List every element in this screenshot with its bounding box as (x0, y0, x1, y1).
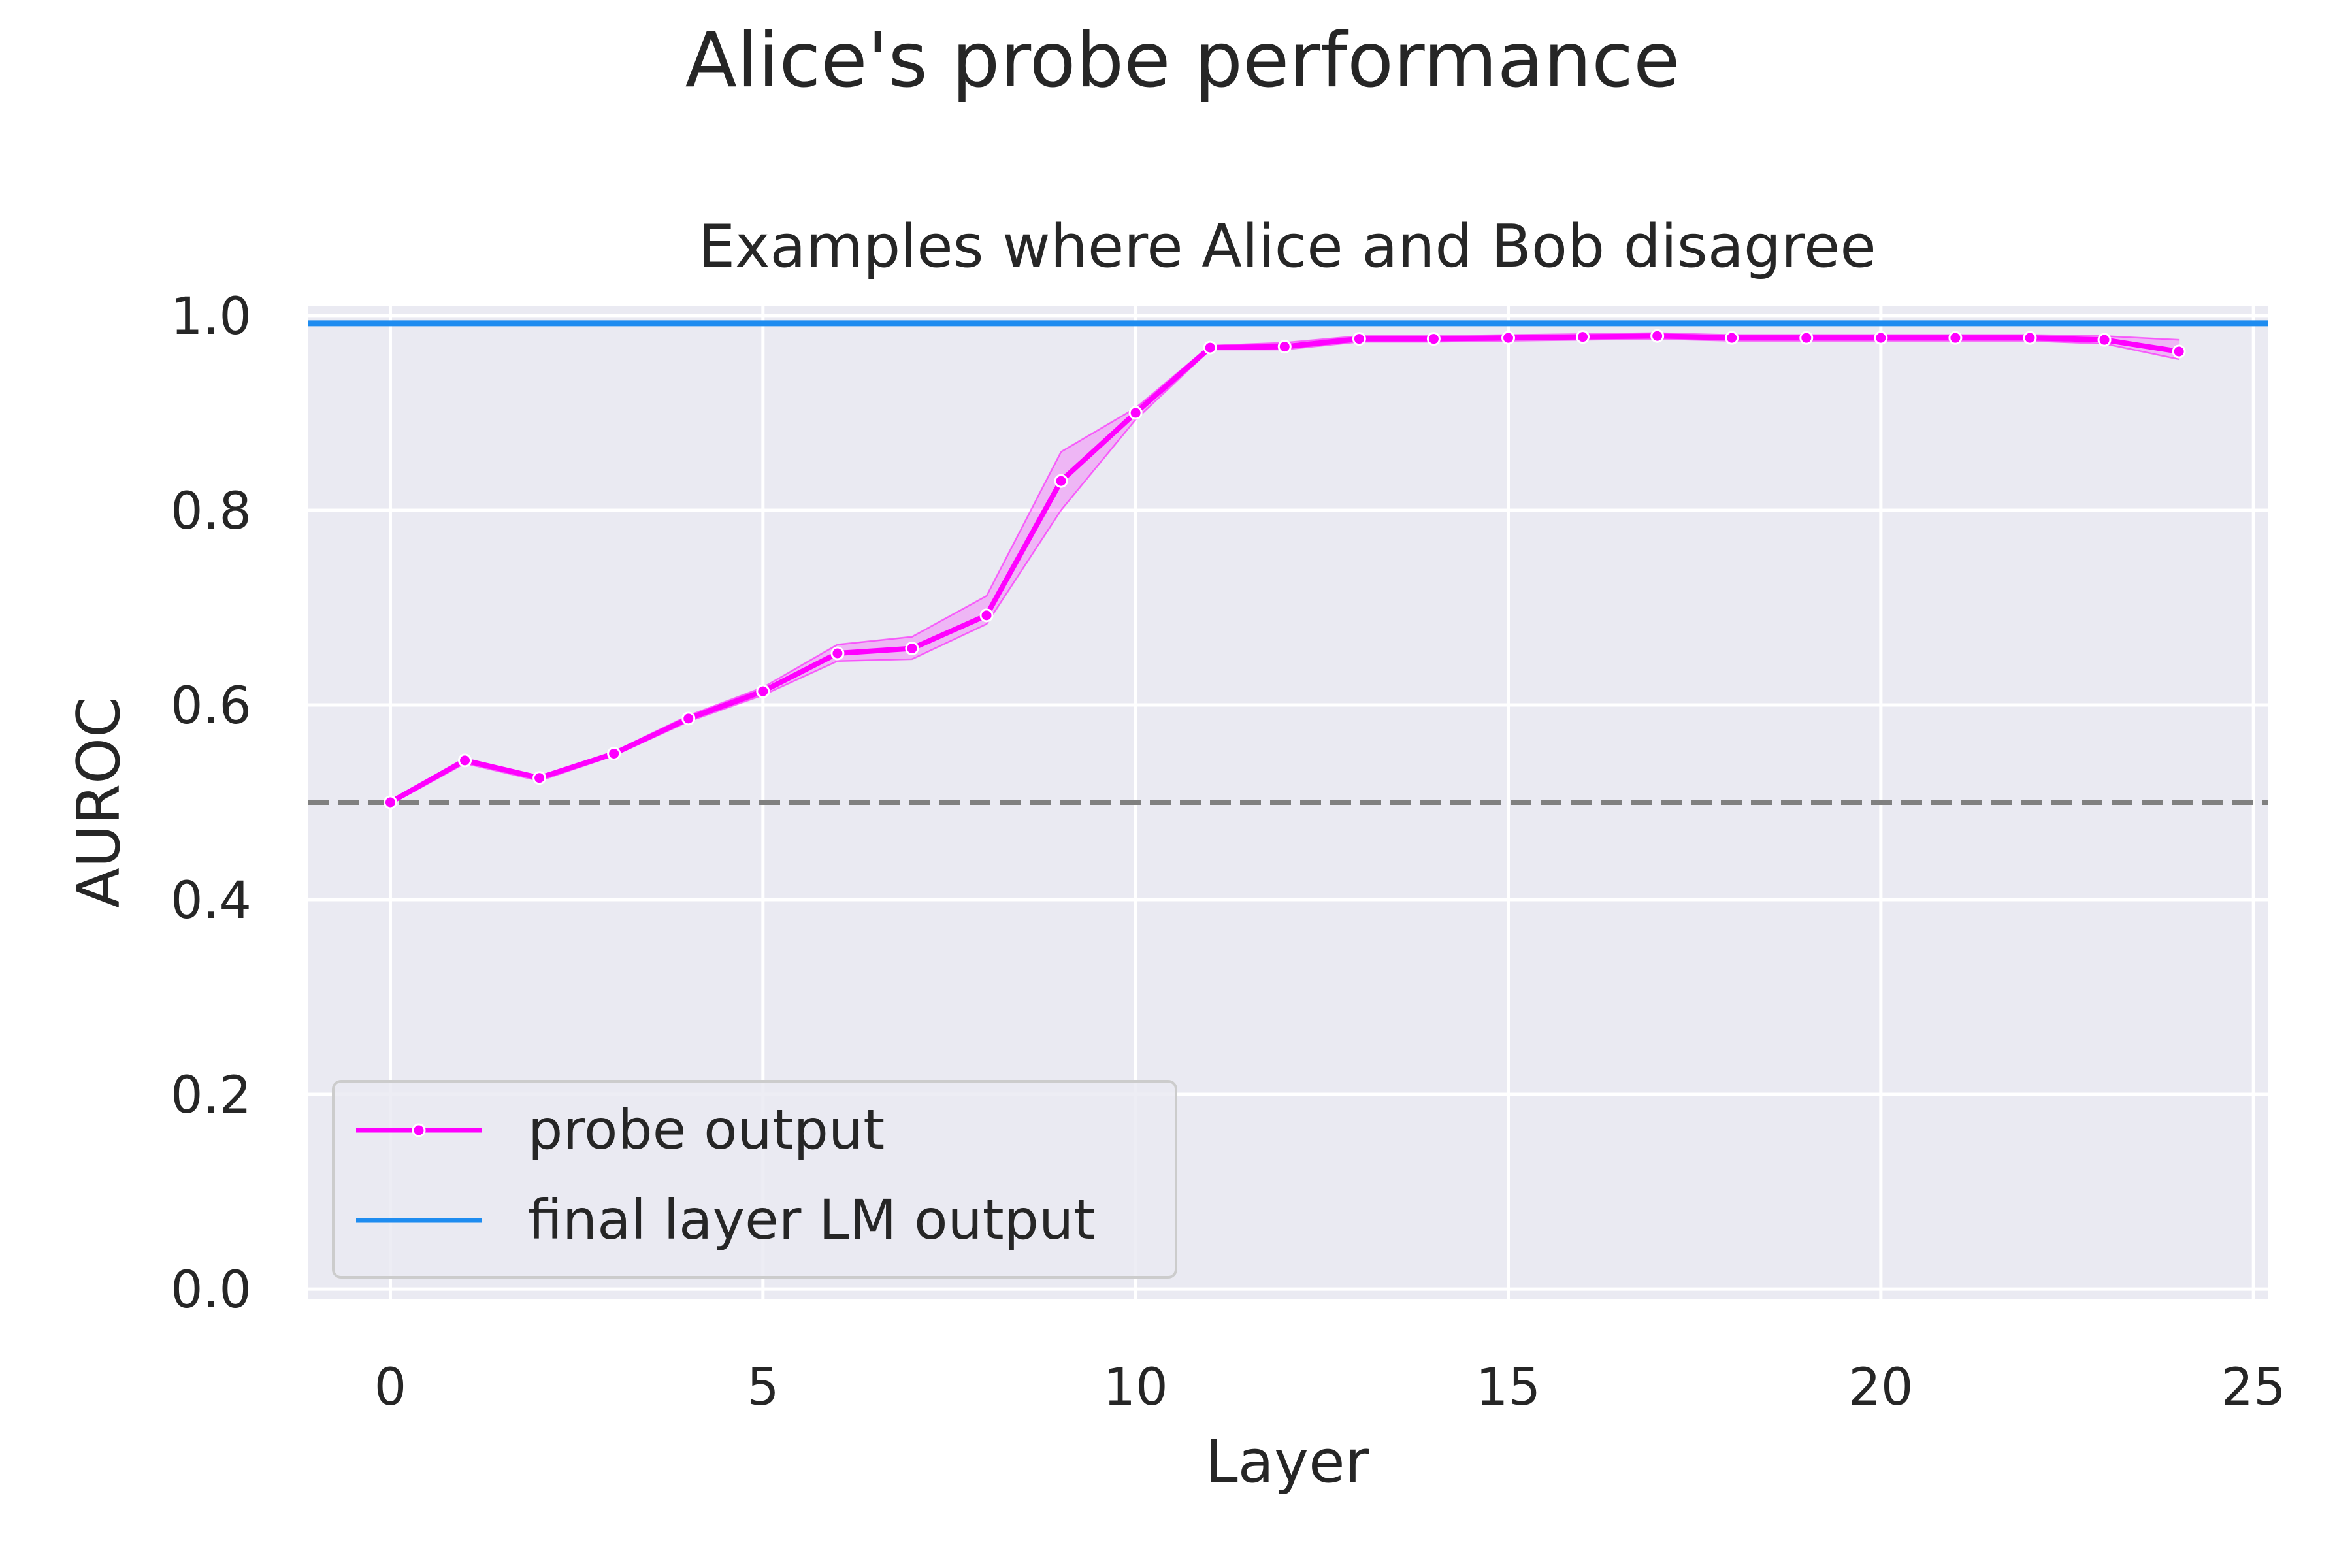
y-tick-label: 0.6 (171, 677, 252, 736)
probe-output-point (681, 711, 696, 726)
y-tick-label: 0.0 (171, 1261, 252, 1320)
probe-output-point (383, 795, 397, 809)
probe-output-point (1501, 331, 1516, 345)
probe-output-point (1948, 331, 1963, 345)
x-tick-labels: 0 5 10 15 20 25 (374, 1358, 2286, 1417)
chart-subtitle: Examples where Alice and Bob disagree (698, 212, 1876, 281)
probe-output-point (1874, 331, 1888, 345)
probe-output-point (458, 753, 472, 768)
legend-frame (332, 1080, 1177, 1279)
chart-suptitle: Alice's probe performance (685, 16, 1680, 105)
y-tick-label: 0.2 (171, 1066, 252, 1125)
probe-output-point (1799, 331, 1814, 345)
x-axis-label: Layer (1205, 1428, 1369, 1496)
x-tick-label: 5 (747, 1358, 779, 1417)
probe-output-point (1426, 332, 1441, 346)
probe-output-point (830, 646, 845, 661)
probe-output-point (1277, 340, 1292, 354)
probe-output-point (979, 608, 994, 623)
probe-output-point (905, 642, 919, 656)
x-tick-label: 15 (1476, 1358, 1541, 1417)
probe-output-point (607, 746, 621, 760)
probe-output-point (1352, 332, 1366, 346)
probe-output-point (1650, 329, 1665, 343)
probe-output-point (1054, 474, 1068, 488)
probe-output-point (2172, 344, 2186, 359)
probe-output-point (1203, 340, 1217, 355)
legend: probe output final layer LM output (332, 1080, 1177, 1279)
probe-output-point (756, 684, 770, 698)
y-tick-labels: 0.0 0.2 0.4 0.6 0.8 1.0 (171, 287, 252, 1320)
legend-marker-probe-output (412, 1123, 426, 1137)
probe-output-point (1725, 331, 1739, 345)
legend-label-probe-output: probe output (528, 1098, 885, 1162)
x-tick-label: 10 (1103, 1358, 1168, 1417)
probe-output-point (2097, 333, 2112, 347)
x-tick-label: 25 (2221, 1358, 2286, 1417)
y-tick-label: 0.8 (171, 482, 252, 541)
y-tick-label: 0.4 (171, 872, 252, 930)
y-tick-label: 1.0 (171, 287, 252, 346)
probe-output-point (532, 771, 547, 785)
x-tick-label: 20 (1848, 1358, 1913, 1417)
y-axis-label: AUROC (65, 696, 133, 908)
probe-output-point (2023, 331, 2037, 345)
probe-output-point (1576, 330, 1590, 344)
probe-output-point (1128, 406, 1143, 420)
legend-label-final-layer-lm-output: final layer LM output (528, 1188, 1095, 1252)
series-layer (308, 320, 2268, 809)
x-tick-label: 0 (374, 1358, 407, 1417)
